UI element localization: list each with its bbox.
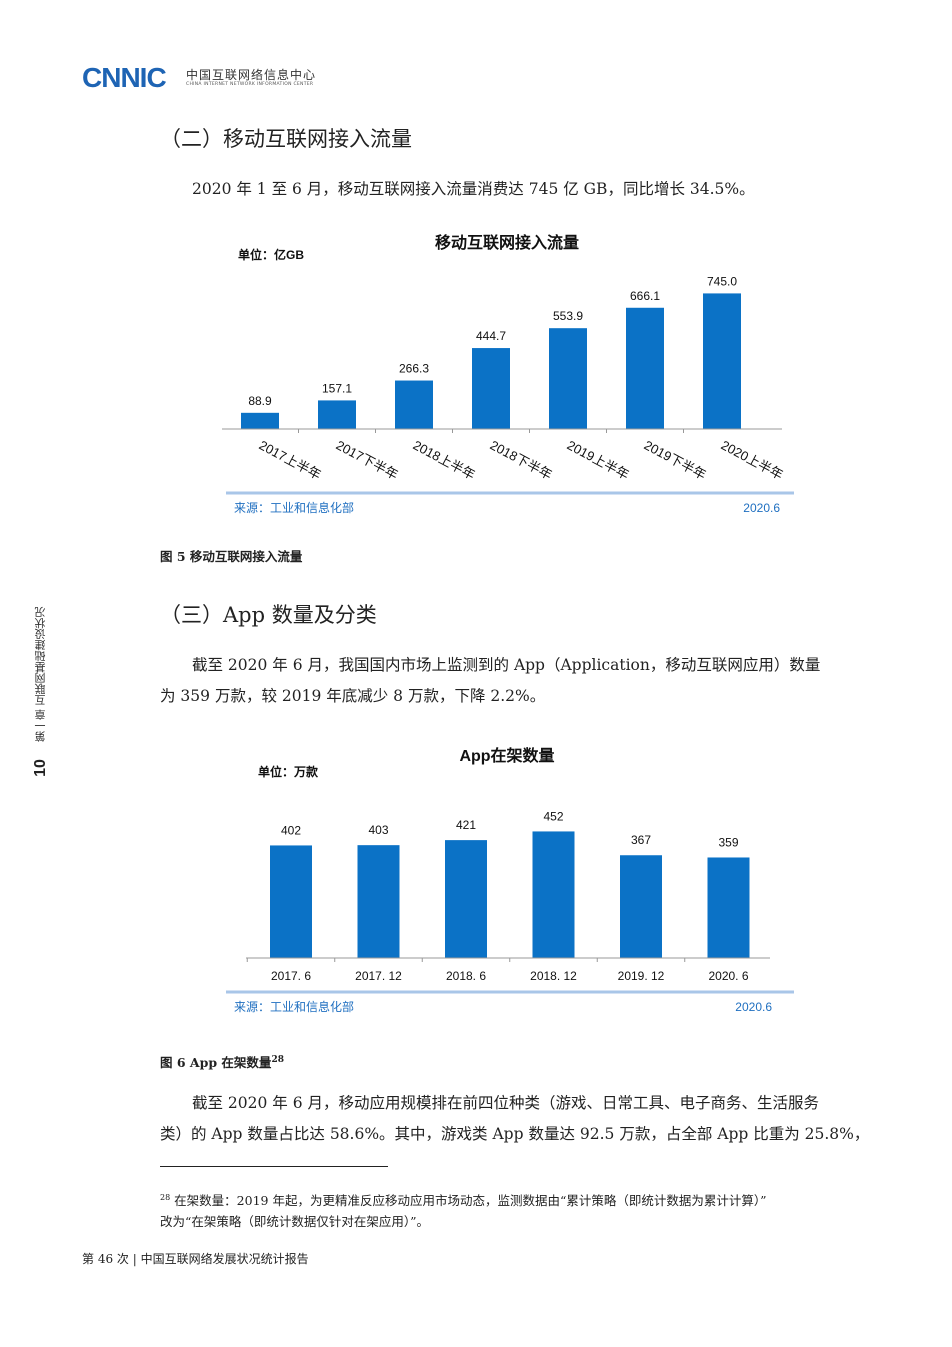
chart-unit-label: 单位：亿GB <box>238 247 304 262</box>
bar <box>707 857 750 958</box>
section-heading-app: （三）App 数量及分类 <box>160 603 377 627</box>
data-label: 421 <box>456 818 476 832</box>
data-label: 553.9 <box>553 309 583 323</box>
tick-label: 2017. 12 <box>355 969 402 983</box>
figure-6-caption: 图 6 App 在架数量28 <box>160 1052 284 1071</box>
bar <box>626 307 664 429</box>
bar <box>445 840 487 958</box>
bar <box>549 328 587 429</box>
page-footer: 第 46 次 | 中国互联网络发展状况统计报告 <box>82 1252 309 1266</box>
chart-source: 来源：工业和信息化部 <box>234 500 354 515</box>
app-chart: App在架数量 单位：万款 402 403 421 452 367 359 2017. 6… <box>226 746 794 1014</box>
data-label: 444.7 <box>476 329 506 343</box>
data-label: 157.1 <box>322 381 352 395</box>
chapter-label: 第一章 互联网基础建设状况 <box>34 606 47 743</box>
figure-6-caption-text: 图 6 App 在架数量 <box>160 1055 272 1070</box>
category-paragraph-line1: 截至 2020 年 6 月，移动应用规模排在前四位种类（游戏、日常工具、电子商务… <box>192 1094 820 1112</box>
bar <box>703 293 741 429</box>
footnote-line1: 28 在架数量：2019 年起，为更精准反应移动应用市场动态，监测数据由“累计策… <box>160 1187 767 1212</box>
side-page-number: 10 <box>32 759 49 777</box>
data-label: 402 <box>281 823 301 837</box>
cnnic-logo: CNNIC <box>82 62 167 93</box>
figure-5-caption: 图 5 移动互联网接入流量 <box>160 549 303 564</box>
tick-label: 2017上半年 <box>257 437 324 482</box>
data-label: 666.1 <box>630 289 660 303</box>
data-label: 745.0 <box>707 274 737 288</box>
chart-date: 2020.6 <box>735 1000 772 1014</box>
tick-label: 2017. 6 <box>271 969 311 983</box>
chart-title: 移动互联网接入流量 <box>435 233 579 252</box>
tick-label: 2017下半年 <box>334 437 401 482</box>
footnote-text-1: 在架数量：2019 年起，为更精准反应移动应用市场动态，监测数据由“累计策略（即… <box>174 1193 767 1209</box>
bar <box>532 831 575 958</box>
bar <box>620 855 662 958</box>
data-label: 266.3 <box>399 362 429 376</box>
footnote-ref: 28 <box>271 1054 284 1065</box>
traffic-paragraph: 2020 年 1 至 6 月，移动互联网接入流量消费达 745 亿 GB，同比增… <box>192 180 755 198</box>
bar <box>395 380 433 429</box>
tick-label: 2020上半年 <box>719 437 786 482</box>
chart-unit-label: 单位：万款 <box>258 764 319 779</box>
section-heading-traffic: （二）移动互联网接入流量 <box>160 127 412 151</box>
chart-source: 来源：工业和信息化部 <box>234 999 354 1014</box>
app-paragraph-line2: 为 359 万款，较 2019 年底减少 8 万款，下降 2.2%。 <box>160 687 546 705</box>
org-name-cn: 中国互联网络信息中心 <box>186 68 317 82</box>
data-label: 403 <box>368 823 388 837</box>
bar <box>318 400 356 429</box>
tick-label: 2018上半年 <box>411 437 478 482</box>
chart-date: 2020.6 <box>743 501 780 515</box>
bar <box>357 845 400 958</box>
tick-label: 2020. 6 <box>708 969 748 983</box>
tick-label: 2018. 12 <box>530 969 577 983</box>
tick-label: 2018下半年 <box>488 437 555 482</box>
bar <box>241 412 279 429</box>
footnote-separator <box>160 1166 388 1167</box>
traffic-chart: 移动互联网接入流量 单位：亿GB 88.9 157.1 266.3 444.7 553.… <box>222 233 794 515</box>
chart-title: App在架数量 <box>459 746 554 765</box>
data-label: 367 <box>631 833 651 847</box>
footnote-line2: 改为“在架策略（即统计数据仅针对在架应用）”。 <box>160 1214 430 1229</box>
category-paragraph-line2: 类）的 App 数量占比达 58.6%。其中，游戏类 App 数量达 92.5 … <box>160 1125 870 1143</box>
tick-label: 2018. 6 <box>446 969 486 983</box>
data-label: 359 <box>718 835 738 849</box>
tick-label: 2019下半年 <box>642 437 709 482</box>
footnote-marker: 28 <box>160 1193 171 1202</box>
tick-label: 2019. 12 <box>618 969 665 983</box>
data-label: 452 <box>543 809 563 823</box>
org-name-en: CHINA INTERNET NETWORK INFORMATION CENTE… <box>186 82 314 87</box>
bar <box>472 348 510 429</box>
bar <box>270 845 312 958</box>
tick-label: 2019上半年 <box>565 437 632 482</box>
app-paragraph-line1: 截至 2020 年 6 月，我国国内市场上监测到的 App（Applicatio… <box>192 656 821 674</box>
data-label: 88.9 <box>248 394 272 408</box>
